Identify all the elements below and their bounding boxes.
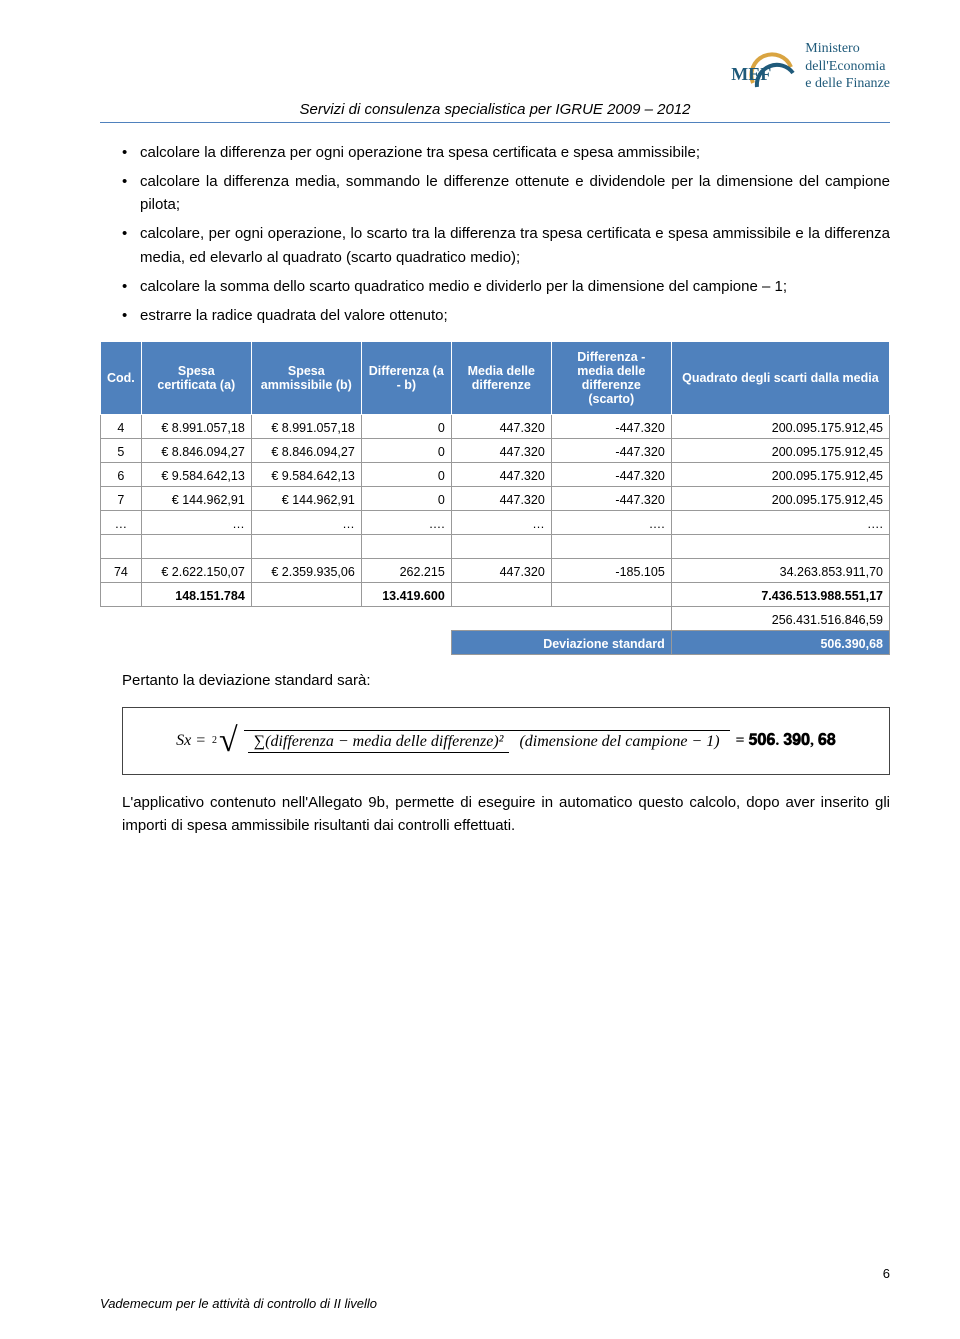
formula-numerator: ∑(differenza − media delle differenze)² [248, 733, 510, 753]
table-row: 6€ 9.584.642,13€ 9.584.642,130447.320-44… [101, 463, 890, 487]
formula-result: = 𝟓𝟎𝟔. 𝟑𝟗𝟎, 𝟔𝟖 [736, 732, 836, 750]
cell-b: € 9.584.642,13 [251, 463, 361, 487]
cell-quad: 200.095.175.912,45 [671, 487, 889, 511]
cell-media: 447.320 [451, 487, 551, 511]
col-diff: Differenza (a - b) [361, 342, 451, 415]
col-scarto: Differenza - media delle differenze (sca… [551, 342, 671, 415]
cell-media: 447.320 [451, 463, 551, 487]
cell-b: € 8.846.094,27 [251, 439, 361, 463]
cell-media: 447.320 [451, 559, 551, 583]
col-quad: Quadrato degli scarti dalla media [671, 342, 889, 415]
cell-b: € 8.991.057,18 [251, 415, 361, 439]
cell-scarto: -447.320 [551, 415, 671, 439]
cell-cod: 5 [101, 439, 142, 463]
closing-paragraph: L'applicativo contenuto nell'Allegato 9b… [100, 791, 890, 838]
root-index: 2 [212, 735, 217, 746]
cell-quad: 200.095.175.912,45 [671, 415, 889, 439]
title-rule [100, 122, 890, 123]
bullet-item: calcolare la somma dello scarto quadrati… [122, 275, 890, 298]
cell-a: € 2.622.150,07 [141, 559, 251, 583]
radicand: ∑(differenza − media delle differenze)² … [244, 730, 730, 751]
cell-a: € 144.962,91 [141, 487, 251, 511]
after-table-text: Pertanto la deviazione standard sarà: [100, 669, 890, 692]
quad-div: 256.431.516.846,59 [671, 607, 889, 631]
table-row: 5€ 8.846.094,27€ 8.846.094,270447.320-44… [101, 439, 890, 463]
cell-cod: 6 [101, 463, 142, 487]
sum-diff: 13.419.600 [361, 583, 451, 607]
cell-cod: 74 [101, 559, 142, 583]
deviation-row: Deviazione standard506.390,68 [101, 631, 890, 655]
table-row: 7€ 144.962,91€ 144.962,910447.320-447.32… [101, 487, 890, 511]
cell-diff: …. [361, 511, 451, 535]
totals-row: 148.151.784 13.419.600 7.436.513.988.551,1… [101, 583, 890, 607]
cell-quad: 34.263.853.911,70 [671, 559, 889, 583]
bullet-item: calcolare la differenza media, sommando … [122, 170, 890, 217]
mef-acronym: MEF [731, 64, 771, 85]
calculation-table: Cod. Spesa certificata (a) Spesa ammissi… [100, 341, 890, 655]
formula-box: Sx = 2 √ ∑(differenza − media delle diff… [122, 707, 890, 775]
formula-lhs: Sx = [176, 732, 206, 750]
cell-b: € 144.962,91 [251, 487, 361, 511]
sum-quad: 7.436.513.988.551,17 [671, 583, 889, 607]
cell-quad: 200.095.175.912,45 [671, 463, 889, 487]
col-media: Media delle differenze [451, 342, 551, 415]
cell-b: … [251, 511, 361, 535]
cell-media: 447.320 [451, 439, 551, 463]
cell-cod: 4 [101, 415, 142, 439]
cell-cod: … [101, 511, 142, 535]
cell-quad: 200.095.175.912,45 [671, 439, 889, 463]
cell-a: … [141, 511, 251, 535]
deviation-label: Deviazione standard [451, 631, 671, 655]
mef-mark: MEF [725, 41, 795, 91]
table-header-row: Cod. Spesa certificata (a) Spesa ammissi… [101, 342, 890, 415]
cell-b: € 2.359.935,06 [251, 559, 361, 583]
cell-diff: 0 [361, 487, 451, 511]
cell-diff: 0 [361, 463, 451, 487]
col-a: Spesa certificata (a) [141, 342, 251, 415]
bullet-list: calcolare la differenza per ogni operazi… [122, 141, 890, 328]
bullet-item: calcolare la differenza per ogni operazi… [122, 141, 890, 164]
cell-scarto: …. [551, 511, 671, 535]
table-row-blank [101, 535, 890, 559]
cell-scarto: -185.105 [551, 559, 671, 583]
cell-diff: 0 [361, 415, 451, 439]
sum-a: 148.151.784 [141, 583, 251, 607]
footer-text: Vademecum per le attività di controllo d… [100, 1296, 377, 1311]
bullet-item: calcolare, per ogni operazione, lo scart… [122, 222, 890, 269]
sqrt-symbol: √ [219, 722, 238, 760]
cell-media: … [451, 511, 551, 535]
table-row: ………….…….…. [101, 511, 890, 535]
cell-quad: …. [671, 511, 889, 535]
cell-a: € 8.991.057,18 [141, 415, 251, 439]
mef-logo: MEF Ministero dell'Economia e delle Fina… [725, 40, 890, 93]
quad-div-row: 256.431.516.846,59 [101, 607, 890, 631]
col-cod: Cod. [101, 342, 142, 415]
ministry-line1: Ministero [805, 40, 890, 58]
ministry-line3: e delle Finanze [805, 75, 890, 93]
table-row: 4€ 8.991.057,18€ 8.991.057,180447.320-44… [101, 415, 890, 439]
deviation-value: 506.390,68 [671, 631, 889, 655]
col-b: Spesa ammissibile (b) [251, 342, 361, 415]
cell-media: 447.320 [451, 415, 551, 439]
table-row: 74€ 2.622.150,07€ 2.359.935,06262.215447… [101, 559, 890, 583]
cell-a: € 9.584.642,13 [141, 463, 251, 487]
cell-scarto: -447.320 [551, 487, 671, 511]
ministry-line2: dell'Economia [805, 58, 890, 76]
cell-diff: 262.215 [361, 559, 451, 583]
formula-denominator: (dimensione del campione − 1) [513, 731, 725, 750]
page-number: 6 [883, 1266, 890, 1281]
cell-cod: 7 [101, 487, 142, 511]
document-title: Servizi di consulenza specialistica per … [100, 101, 890, 118]
cell-diff: 0 [361, 439, 451, 463]
bullet-item: estrarre la radice quadrata del valore o… [122, 304, 890, 327]
cell-a: € 8.846.094,27 [141, 439, 251, 463]
ministry-name: Ministero dell'Economia e delle Finanze [805, 40, 890, 93]
cell-scarto: -447.320 [551, 439, 671, 463]
cell-scarto: -447.320 [551, 463, 671, 487]
header-logo-area: MEF Ministero dell'Economia e delle Fina… [100, 40, 890, 93]
